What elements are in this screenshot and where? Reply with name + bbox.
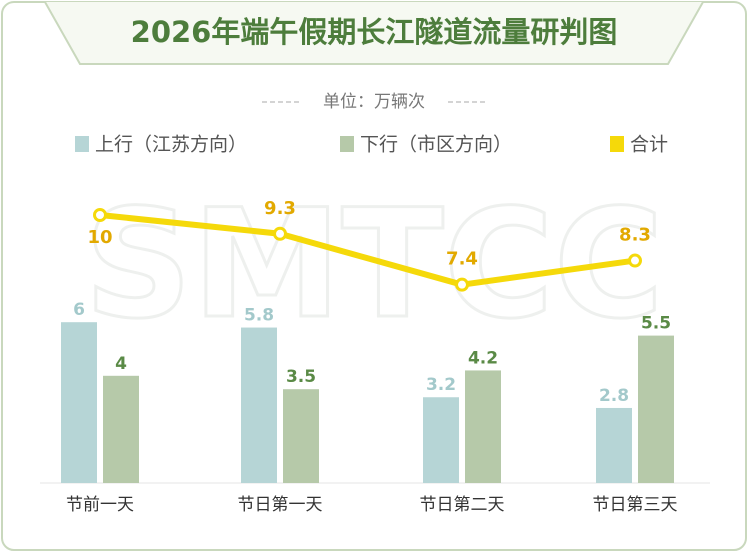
x-tick-label: 节前一天: [66, 495, 134, 515]
value-label: 3.2: [426, 375, 456, 395]
line: [99, 212, 636, 288]
chart-title: 2026年端午假期长江隧道流量研判图: [131, 15, 618, 49]
bar: [61, 322, 97, 483]
value-label: 8.3: [619, 225, 651, 246]
value-label: 2.8: [599, 386, 629, 406]
watermark: SMTCC: [84, 178, 664, 352]
line-point: [273, 226, 287, 241]
bar: [465, 370, 501, 483]
value-label: 3.5: [286, 367, 316, 387]
bar: [423, 397, 459, 483]
value-label: 5.5: [641, 314, 671, 334]
title-banner: [44, 1, 704, 65]
legend-swatch: [75, 136, 89, 152]
legend-swatch: [340, 136, 354, 152]
legend-swatch: [610, 136, 624, 152]
line-point: [628, 253, 642, 268]
bar: [241, 327, 277, 483]
value-label: 4: [115, 354, 127, 374]
value-label: 9.3: [264, 198, 296, 219]
x-tick-label: 节日第一天: [238, 495, 323, 515]
line-point: [93, 208, 107, 222]
legend-label: 合计: [630, 134, 668, 156]
value-label: 6: [73, 300, 85, 320]
x-tick-label: 节日第二天: [420, 495, 505, 515]
value-label: 10: [87, 227, 112, 248]
bar: [283, 389, 319, 483]
value-label: 7.4: [446, 249, 478, 270]
chart-subtitle: 单位：万辆次: [323, 92, 425, 112]
x-tick-label: 节日第三天: [593, 495, 678, 515]
value-label: 5.8: [244, 306, 274, 326]
legend-label: 上行（江苏方向）: [95, 134, 247, 156]
value-label: 4.2: [468, 348, 498, 368]
bar: [638, 335, 674, 483]
legend-label: 下行（市区方向）: [360, 134, 512, 156]
bar: [103, 375, 139, 483]
line-point: [455, 277, 469, 292]
bar: [596, 407, 632, 483]
